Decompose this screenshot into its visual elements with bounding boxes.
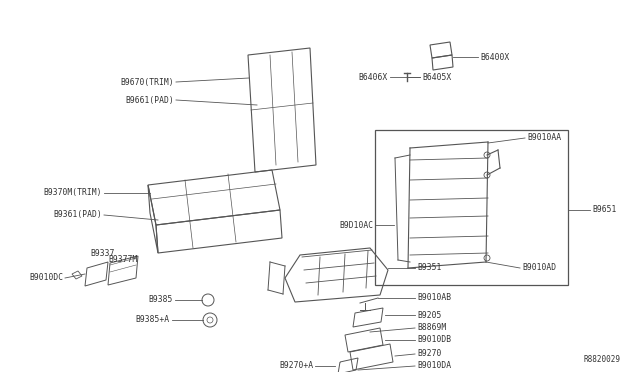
Text: B9010AD: B9010AD <box>522 263 556 273</box>
Text: B6405X: B6405X <box>422 73 451 81</box>
Text: B9385+A: B9385+A <box>136 315 170 324</box>
Text: B9270: B9270 <box>417 350 442 359</box>
Bar <box>375 130 568 285</box>
Text: B9651: B9651 <box>592 205 616 215</box>
Text: B6400X: B6400X <box>480 52 509 61</box>
Text: B6406X: B6406X <box>359 73 388 81</box>
Text: B9010DB: B9010DB <box>417 336 451 344</box>
Text: B8869M: B8869M <box>417 324 446 333</box>
Text: B9010DC: B9010DC <box>29 273 63 282</box>
Text: B9010AA: B9010AA <box>527 134 561 142</box>
Text: B9670(TRIM): B9670(TRIM) <box>120 77 174 87</box>
Text: B9661(PAD): B9661(PAD) <box>125 96 174 105</box>
Text: B9370M(TRIM): B9370M(TRIM) <box>44 189 102 198</box>
Text: R8820029: R8820029 <box>583 356 620 365</box>
Text: B9270+A: B9270+A <box>279 362 313 371</box>
Text: B9205: B9205 <box>417 311 442 320</box>
Text: B9361(PAD): B9361(PAD) <box>53 211 102 219</box>
Text: B9D10AC: B9D10AC <box>339 221 373 230</box>
Text: B9377M: B9377M <box>108 256 137 264</box>
Text: B9385: B9385 <box>148 295 173 305</box>
Text: B9337: B9337 <box>90 250 115 259</box>
Text: B9010AB: B9010AB <box>417 294 451 302</box>
Text: B9351: B9351 <box>417 263 442 273</box>
Text: B9010DA: B9010DA <box>417 362 451 371</box>
